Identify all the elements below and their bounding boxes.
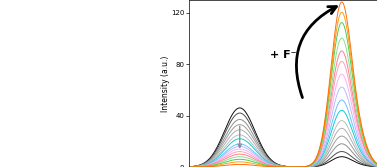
Y-axis label: Intensity (a.u.): Intensity (a.u.) [161, 55, 170, 112]
Text: + F⁻: + F⁻ [270, 50, 296, 60]
